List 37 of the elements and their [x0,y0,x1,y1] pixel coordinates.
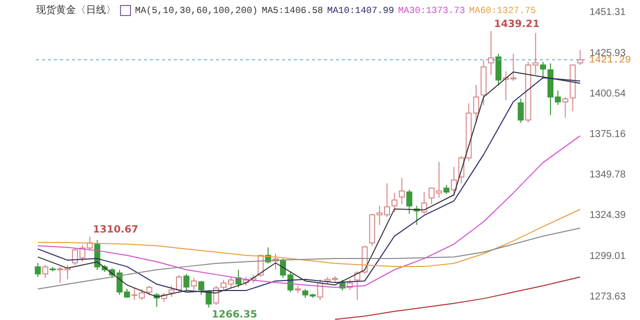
candlestick [488,30,494,76]
candlestick [34,262,41,278]
candlestick [406,189,412,214]
candlestick [391,192,398,213]
ref-line-label: 1421.29 [589,56,632,67]
candlestick [398,177,405,205]
candlestick [190,277,197,290]
annotation: 1310.67 [92,224,138,236]
candlestick [146,285,152,296]
y-tick-label: 1349.78 [590,170,626,181]
line-series [37,135,581,288]
candlestick [198,280,204,296]
candlestick [450,166,457,197]
text: MA60:1327.75 [469,4,536,16]
annotation: 1266.35 [212,310,258,320]
line-series [334,276,581,320]
y-tick-label: 1451.31 [590,7,626,18]
candlestick [421,192,428,214]
candlestick [540,61,546,78]
y-tick-label: 1375.16 [590,129,626,140]
y-tick-label: 1273.63 [590,291,626,302]
candlestick [495,53,502,86]
line-series [37,208,581,268]
text: MA10:1407.99 [327,4,394,16]
annotation: 1439.21 [494,19,540,30]
candlestick [518,98,524,124]
candlestick [42,264,48,278]
y-tick-label: 1400.54 [590,88,626,100]
text: MA5:1406.58 [262,4,324,16]
candlestick [562,96,568,118]
candlestick [183,273,190,290]
y-tick-label: 1299.01 [590,250,626,262]
text: MA(5,10,30,60,100,200) [135,4,258,16]
text: MA30:1373.73 [398,4,466,16]
text: 现货黄金〈日线〉 [36,4,116,17]
y-tick-label: 1324.39 [590,210,626,222]
candlestick [577,49,584,66]
